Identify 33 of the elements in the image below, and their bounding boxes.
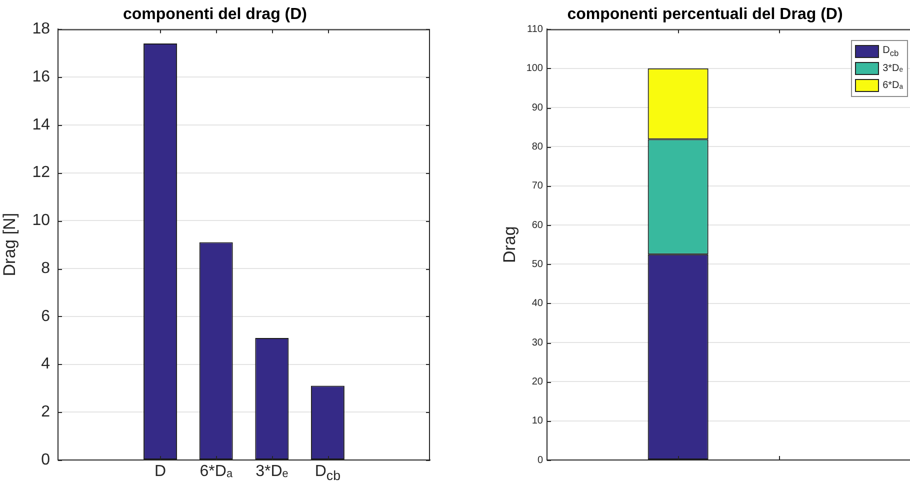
y-tick-label: 0: [537, 454, 544, 466]
x-tick-label: 6*Dₐ: [200, 463, 232, 481]
y-tick-label: 70: [532, 180, 544, 192]
x-tick-label: D$_{cb}$: [314, 463, 341, 486]
legend-label: 6*Dₐ: [882, 80, 903, 92]
y-tick-label: 20: [532, 376, 544, 388]
y-tick-label: 50: [532, 258, 544, 270]
x-tick-label: D: [154, 463, 166, 481]
y-tick-label: 16: [32, 68, 50, 86]
y-tick-label: 8: [41, 260, 50, 277]
y-axis-title: Drag: [500, 226, 519, 264]
y-tick-label: 10: [532, 416, 544, 427]
y-tick-label: 12: [32, 164, 50, 182]
y-tick-label: 18: [32, 20, 50, 38]
y-tick-label: 100: [526, 63, 544, 74]
x-tick-label: 3*Dₑ: [256, 463, 288, 481]
y-tick-label: 110: [527, 24, 544, 35]
y-tick-label: 6: [41, 308, 50, 325]
chart-title: componenti percentuali del Drag (D): [567, 6, 843, 24]
legend-label: 3*Dₑ: [882, 62, 903, 75]
y-tick-label: 30: [532, 337, 544, 348]
y-tick-label: 0: [41, 451, 50, 468]
y-tick-label: 60: [532, 220, 544, 231]
y-tick-label: 80: [532, 141, 544, 152]
y-tick-label: 14: [32, 116, 50, 134]
legend-label: D$_{cb}$: [882, 44, 899, 59]
chart-title: componenti del drag (D): [123, 6, 307, 24]
y-tick-label: 10: [32, 212, 50, 230]
y-tick-label: 90: [532, 102, 544, 114]
y-axis-title: Drag [N]: [0, 212, 19, 276]
y-tick-label: 40: [532, 298, 544, 310]
y-tick-label: 2: [41, 404, 50, 421]
y-tick-label: 4: [41, 356, 50, 373]
